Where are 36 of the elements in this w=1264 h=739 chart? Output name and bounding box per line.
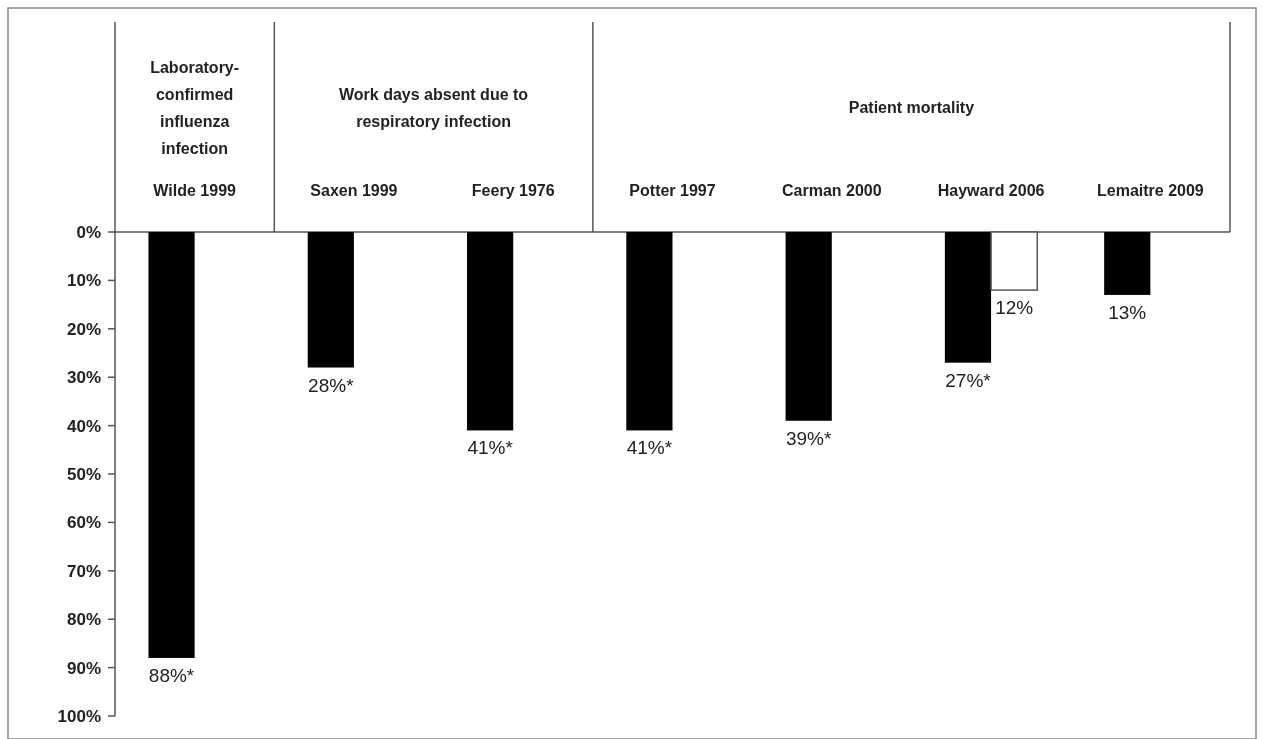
bar — [944, 232, 992, 363]
bar — [148, 232, 195, 658]
x-tick-label: Potter 1997 — [629, 182, 716, 199]
data-label: 88%* — [148, 664, 195, 686]
y-tick-label: 90% — [66, 658, 101, 678]
x-tick-label: Feery 1976 — [471, 182, 555, 199]
data-label: 28%* — [308, 374, 355, 396]
bar — [307, 232, 354, 368]
y-tick-label: 50% — [66, 464, 101, 484]
bar — [626, 232, 673, 431]
x-tick-label: Carman 2000 — [781, 182, 882, 199]
y-tick-label: 80% — [66, 610, 101, 630]
y-tick-label: 60% — [66, 513, 101, 533]
data-label: 13% — [1108, 301, 1147, 323]
text: Patient mortality — [848, 99, 975, 116]
data-label: 27%* — [945, 369, 992, 391]
text: Laboratory-confirmed influenza infection — [150, 58, 240, 157]
y-tick-label: 40% — [66, 416, 101, 436]
data-label: 12% — [995, 297, 1034, 319]
data-label: 41%* — [467, 437, 514, 459]
y-tick-label: 0% — [76, 222, 101, 242]
x-tick-label: Hayward 2006 — [937, 182, 1045, 199]
text: Work days absent due to respiratory infection — [339, 85, 529, 130]
bar — [467, 232, 514, 431]
y-tick-label: 30% — [66, 368, 101, 388]
x-tick-label: Wilde 1999 — [153, 182, 237, 199]
y-tick-label: 20% — [66, 319, 101, 339]
y-tick-label: 100% — [57, 706, 101, 726]
data-label: 39%* — [785, 427, 833, 449]
x-tick-label: Saxen 1999 — [310, 182, 398, 199]
y-tick-label: 70% — [66, 561, 101, 581]
bar — [1104, 232, 1151, 295]
bar — [785, 232, 832, 421]
y-tick-label: 10% — [66, 271, 101, 291]
x-tick-label: Lemaitre 2009 — [1096, 182, 1204, 199]
data-label: 41%* — [626, 437, 673, 459]
